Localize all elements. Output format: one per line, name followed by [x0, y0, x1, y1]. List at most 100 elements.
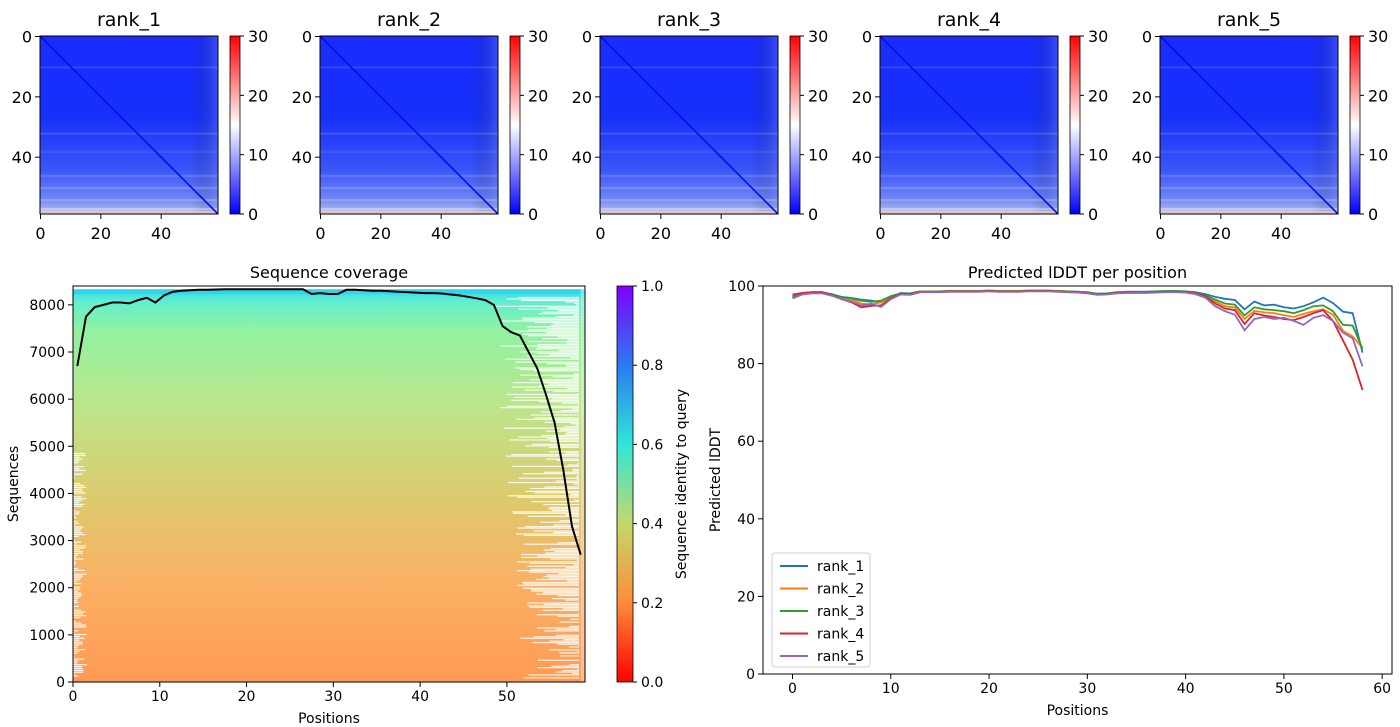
coverage-gap-left	[73, 643, 83, 645]
coverage-gap	[512, 382, 579, 384]
coverage-gap	[578, 404, 579, 406]
pae-ytick-label: 0	[862, 28, 872, 47]
coverage-gap	[542, 311, 579, 313]
coverage-gap	[520, 351, 579, 353]
pae-band	[880, 174, 1058, 178]
coverage-gap-left	[73, 545, 87, 547]
coverage-gap-left	[73, 562, 77, 564]
pae-band	[880, 207, 1058, 211]
coverage-gap	[576, 476, 579, 478]
coverage-gap	[516, 570, 579, 572]
coverage-gap	[570, 618, 579, 620]
pae-band	[320, 198, 498, 202]
coverage-gap	[569, 664, 579, 666]
coverage-gap	[548, 383, 579, 385]
coverage-gap	[574, 302, 579, 304]
coverage-gap	[571, 518, 579, 520]
coverage-gap	[537, 343, 579, 346]
coverage-gap	[557, 310, 579, 312]
coverage-gap-left	[73, 490, 84, 492]
coverage-gap-left	[73, 660, 79, 662]
pae-ytick-label: 40	[852, 148, 872, 167]
pae-diagonal	[319, 35, 499, 215]
coverage-gap	[518, 308, 579, 310]
coverage-gap	[550, 324, 579, 327]
coverage-gap-left	[73, 637, 85, 639]
coverage-gap-left	[73, 452, 85, 455]
pae-colorbar-label: 30	[1088, 27, 1108, 46]
coverage-gap	[527, 326, 579, 328]
pae-band	[1160, 198, 1338, 202]
coverage-gap	[538, 385, 579, 387]
coverage-gap	[523, 333, 579, 335]
coverage-gap	[534, 417, 579, 419]
coverage-gap	[503, 427, 579, 429]
coverage-gap-left	[73, 569, 85, 571]
pae-band	[1160, 66, 1338, 69]
coverage-gap	[565, 514, 579, 516]
coverage-gap	[517, 496, 579, 498]
plddt-legend-label: rank_4	[817, 627, 864, 643]
coverage-gap	[569, 625, 579, 628]
pae-band	[1160, 207, 1338, 211]
coverage-gap-left	[73, 550, 84, 553]
coverage-gap	[531, 590, 579, 592]
pae-heatmap-5: rank_5 0 20 40 0 20 40 0 10 20 30	[1132, 9, 1389, 243]
pae-colorbar	[509, 35, 521, 215]
coverage-gap-left	[73, 649, 86, 651]
coverage-gap-left	[73, 601, 79, 604]
coverage-gap	[520, 556, 579, 559]
coverage-gap	[565, 452, 579, 454]
coverage-gap	[494, 305, 579, 307]
coverage-gap	[533, 530, 579, 532]
coverage-gap	[564, 426, 579, 428]
coverage-gap	[518, 296, 579, 299]
coverage-gap-left	[73, 469, 86, 472]
coverage-gap-left	[73, 517, 77, 519]
coverage-gap-left	[73, 511, 80, 513]
plddt-legend-label: rank_1	[817, 559, 864, 575]
coverage-gap-left	[73, 509, 76, 511]
plddt-legend: rank_1 rank_2 rank_3 rank_4 rank_5	[771, 552, 871, 668]
coverage-gap-left	[73, 556, 77, 558]
coverage-gap	[511, 511, 579, 513]
coverage-gap	[545, 430, 579, 432]
coverage-gap-left	[73, 492, 86, 494]
coverage-gap-left	[73, 500, 82, 502]
pae-last-row	[880, 211, 1058, 214]
coverage-gap-left	[73, 530, 81, 532]
coverage-panel: Sequence coverage 0 10 20 30 40 50 0 1000 2000 300…	[6, 263, 690, 727]
coverage-gap-left	[73, 535, 79, 538]
coverage-gap	[544, 421, 579, 423]
coverage-gap	[548, 508, 579, 510]
identity-colorbar-title: Sequence identity to query	[674, 389, 690, 579]
coverage-gap-left	[73, 515, 75, 517]
coverage-gap-left	[73, 543, 77, 545]
coverage-gap	[570, 357, 579, 359]
coverage-gap	[577, 559, 579, 561]
coverage-gap	[560, 655, 579, 657]
plddt-title: Predicted lDDT per position	[968, 263, 1187, 282]
coverage-gap	[500, 345, 579, 347]
pae-title: rank_2	[377, 9, 441, 31]
coverage-gap	[553, 524, 579, 526]
coverage-xtick-label: 40	[411, 689, 429, 705]
coverage-ytick-label: 5000	[29, 439, 65, 455]
coverage-edge	[580, 286, 585, 682]
coverage-gap-left	[73, 609, 81, 611]
coverage-gap	[562, 608, 579, 610]
coverage-gap	[536, 614, 579, 616]
coverage-gap-left	[73, 667, 83, 670]
coverage-gap-left	[73, 635, 80, 637]
coverage-top-band	[73, 289, 585, 295]
coverage-gap	[552, 398, 579, 400]
coverage-gap	[567, 464, 579, 466]
coverage-gap	[543, 575, 579, 578]
coverage-gap	[530, 414, 579, 416]
coverage-gap	[567, 339, 579, 341]
coverage-ytick-label: 6000	[29, 392, 65, 408]
coverage-gap-left	[73, 566, 75, 568]
coverage-gap	[559, 621, 579, 623]
coverage-ytick-label: 0	[56, 675, 65, 691]
coverage-gap-left	[73, 573, 87, 575]
